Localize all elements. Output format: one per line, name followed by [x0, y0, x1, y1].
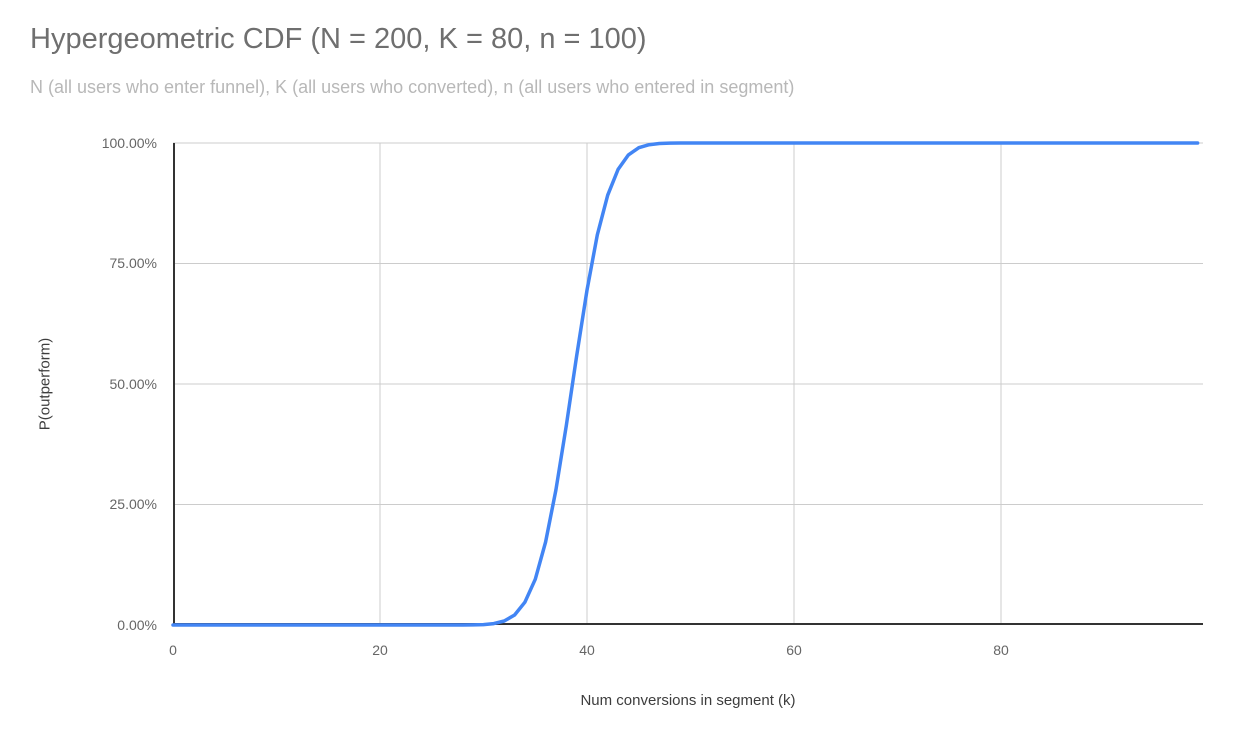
x-tick-label-20: 20	[372, 642, 388, 658]
y-tick-label-100: 100.00%	[101, 135, 157, 151]
y-tick-label-75: 75.00%	[109, 255, 157, 271]
plot-area[interactable]	[171, 141, 1203, 627]
x-tick-label-80: 80	[993, 642, 1009, 658]
cdf-line[interactable]	[171, 141, 1200, 627]
x-tick-label-40: 40	[579, 642, 595, 658]
chart-subtitle: N (all users who enter funnel), K (all u…	[30, 77, 795, 97]
x-axis-title: Num conversions in segment (k)	[580, 692, 796, 709]
chart-title: Hypergeometric CDF (N = 200, K = 80, n =…	[30, 23, 647, 55]
x-tick-label-60: 60	[786, 642, 802, 658]
y-tick-label-25: 25.00%	[109, 496, 157, 512]
y-tick-label-50: 50.00%	[109, 376, 157, 392]
y-tick-label-0: 0.00%	[117, 617, 157, 633]
y-axis-title: P(outperform)	[36, 337, 54, 431]
x-tick-label-0: 0	[169, 642, 177, 658]
